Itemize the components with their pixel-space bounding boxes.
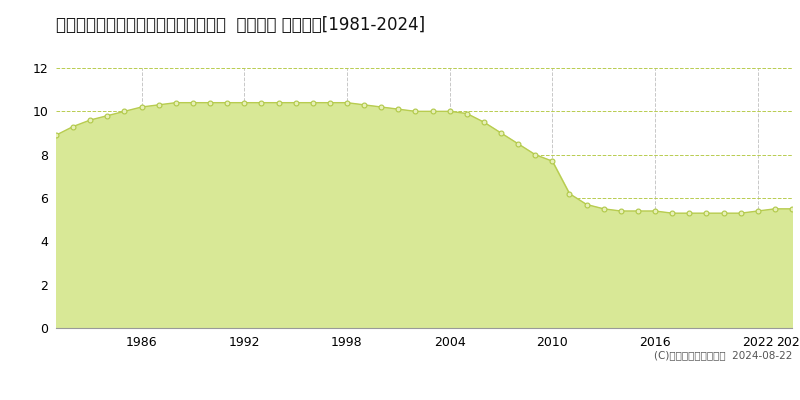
Text: 北海道釧路市緑ケ岡５丁目４７番７８  地価公示 地価推移[1981-2024]: 北海道釧路市緑ケ岡５丁目４７番７８ 地価公示 地価推移[1981-2024] [56,16,425,34]
Text: (C)土地価格ドットコム  2024-08-22: (C)土地価格ドットコム 2024-08-22 [654,350,792,360]
